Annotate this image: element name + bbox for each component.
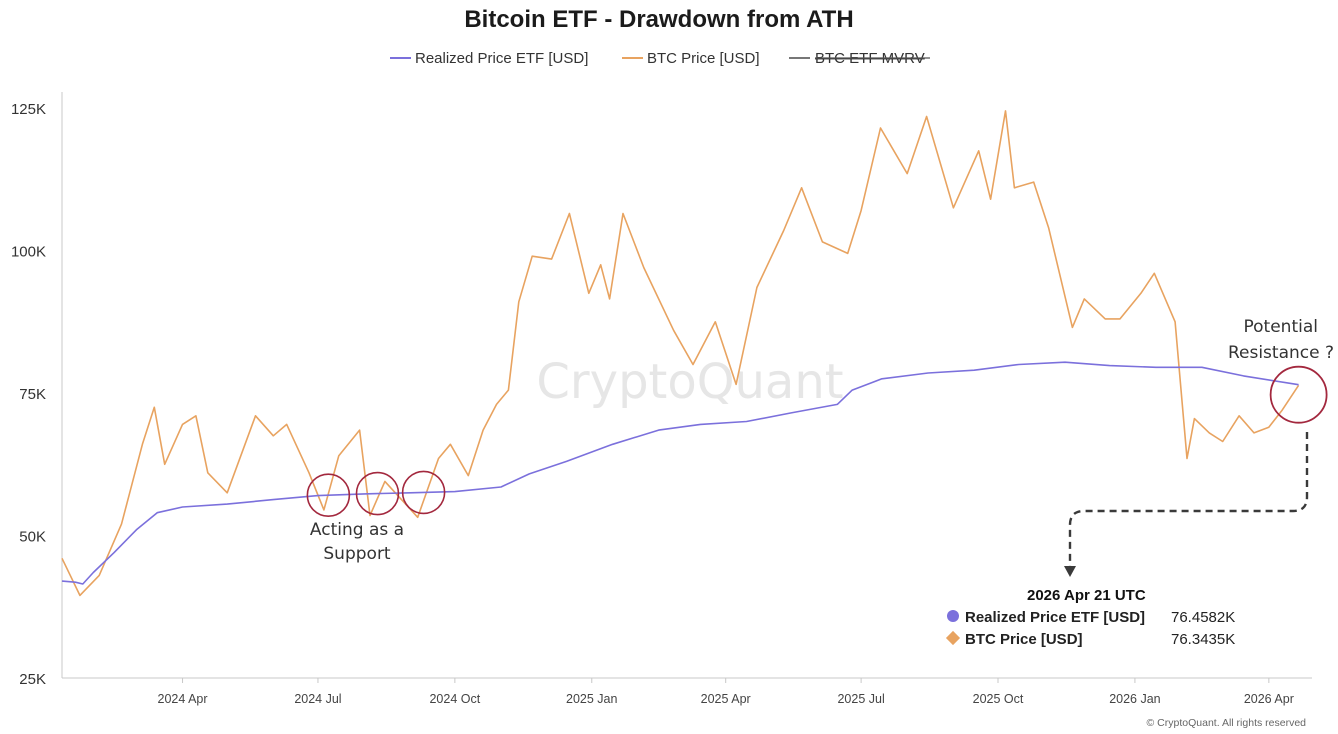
legend-item-realized-price[interactable]: Realized Price ETF [USD] bbox=[390, 50, 588, 67]
x-tick-label: 2025 Jul bbox=[837, 692, 884, 706]
realized-price-line bbox=[61, 361, 1299, 585]
x-tick-label: 2026 Jan bbox=[1109, 692, 1160, 706]
x-tick-label: 2024 Oct bbox=[429, 692, 480, 706]
y-tick-label: 125K bbox=[11, 101, 46, 118]
x-tick-label: 2025 Apr bbox=[701, 692, 751, 706]
copyright: © CryptoQuant. All rights reserved bbox=[1147, 717, 1307, 729]
chart-title: Bitcoin ETF - Drawdown from ATH bbox=[464, 6, 853, 33]
legend-label-btc-price: BTC Price [USD] bbox=[647, 50, 760, 67]
support-circle bbox=[306, 473, 351, 518]
tooltip-marker-realized bbox=[947, 610, 959, 622]
y-tick-label: 75K bbox=[19, 386, 46, 403]
y-tick-label: 100K bbox=[11, 244, 46, 261]
x-axis-ticks: 2024 Apr 2024 Jul 2024 Oct 2025 Jan 2025 Apr… bbox=[158, 678, 1294, 706]
y-tick-label: 50K bbox=[19, 529, 46, 546]
x-tick-label: 2025 Jan bbox=[566, 692, 617, 706]
tooltip-name-realized: Realized Price ETF [USD] bbox=[965, 609, 1145, 626]
support-annotation-line2: Support bbox=[323, 544, 391, 564]
tooltip-connector-arrow bbox=[1068, 432, 1309, 566]
legend-label-realized-price: Realized Price ETF [USD] bbox=[415, 50, 588, 67]
series-layer bbox=[61, 110, 1300, 597]
tooltip-value-realized: 76.4582K bbox=[1171, 609, 1235, 626]
tooltip-connector-arrowhead bbox=[1064, 566, 1076, 577]
tooltip-marker-btc bbox=[945, 630, 961, 646]
y-axis-ticks: 25K 50K 75K 100K 125K bbox=[11, 101, 46, 688]
x-tick-label: 2024 Jul bbox=[294, 692, 341, 706]
annotations-layer: Acting as a Support Potential Resistance ? bbox=[306, 317, 1334, 577]
y-tick-label: 25K bbox=[19, 671, 46, 688]
resistance-annotation-line2: Resistance ? bbox=[1228, 343, 1334, 363]
tooltip-value-btc: 76.3435K bbox=[1171, 631, 1235, 648]
support-circle bbox=[401, 470, 446, 515]
tooltip: 2026 Apr 21 UTC Realized Price ETF [USD]… bbox=[945, 587, 1235, 648]
legend-item-btc-price[interactable]: BTC Price [USD] bbox=[622, 50, 760, 67]
watermark: CryptoQuant bbox=[536, 354, 843, 410]
tooltip-name-btc: BTC Price [USD] bbox=[965, 631, 1083, 648]
support-circle bbox=[355, 471, 400, 516]
tooltip-date: 2026 Apr 21 UTC bbox=[1027, 587, 1146, 604]
btc-price-line bbox=[61, 110, 1300, 597]
legend: Realized Price ETF [USD] BTC Price [USD]… bbox=[390, 50, 930, 67]
resistance-circle bbox=[1269, 365, 1328, 424]
resistance-annotation-line1: Potential bbox=[1244, 317, 1318, 337]
x-tick-label: 2025 Oct bbox=[973, 692, 1024, 706]
x-tick-label: 2024 Apr bbox=[158, 692, 208, 706]
support-annotation-line1: Acting as a bbox=[310, 520, 404, 540]
legend-item-mvrv[interactable]: BTC ETF MVRV bbox=[789, 50, 930, 67]
x-tick-label: 2026 Apr bbox=[1244, 692, 1294, 706]
